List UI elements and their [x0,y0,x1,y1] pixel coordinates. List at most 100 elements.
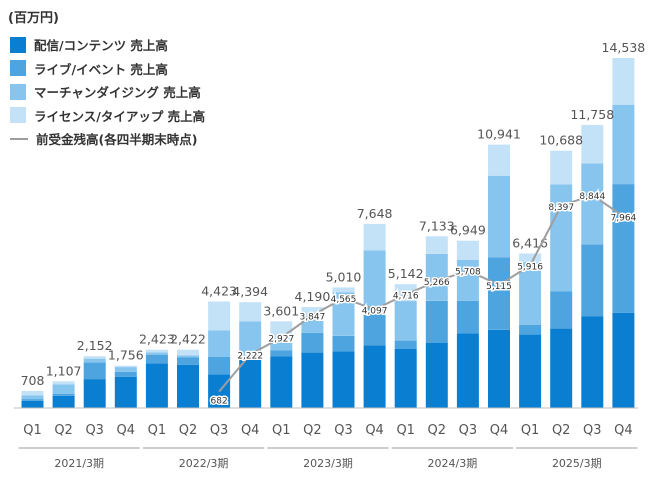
bar-segment-s0-8 [270,356,293,408]
bar-segment-s0-4 [145,363,168,408]
total-label-12: 5,142 [388,266,424,281]
fiscal-year-label-3: 2024/3期 [428,457,478,470]
bar-segment-s2-5 [177,355,199,358]
bar-segment-s1-10 [332,335,355,352]
bar-segment-s0-14 [456,333,479,408]
bar-segment-s3-14 [456,240,479,260]
total-label-4: 2,423 [139,332,175,347]
bar-segment-s3-15 [488,144,510,176]
bar-segment-s0-5 [177,364,199,408]
line-label-0: 682 [211,397,228,407]
total-label-6: 4,423 [201,284,237,299]
bar-segment-s3-16 [519,253,542,262]
legend-label-advance-balance: 前受金残高(各四半期末時点) [36,132,198,148]
bar-segment-s0-9 [301,352,324,408]
line-label-7: 5,266 [424,278,450,288]
bar-segment-s1-11 [363,308,386,346]
bar-segment-s1-17 [550,291,573,329]
total-label-2: 2,152 [77,338,113,353]
line-label-13: 7,964 [611,213,637,223]
line-label-5: 4,097 [362,306,388,316]
total-label-15: 10,941 [477,127,521,142]
total-label-11: 7,648 [357,206,393,221]
legend-swatch-license [10,107,26,124]
line-label-8: 5,708 [455,268,481,278]
bar-segment-s2-16 [519,262,542,325]
bar-segment-s1-19 [612,184,635,313]
bar-segment-s1-15 [488,257,510,330]
bar-segment-s2-13 [425,253,448,301]
legend-item-distribution: 配信/コンテンツ 売上高 [10,33,205,57]
bar-segment-s2-1 [52,384,75,394]
bar-segment-s0-0 [21,400,44,408]
quarter-label-12: Q1 [396,423,415,438]
bar-segment-s2-17 [550,184,573,292]
fiscal-year-label-1: 2022/3期 [179,457,229,470]
bar-segment-s3-1 [52,381,75,385]
legend-label-merchandising: マーチャンダイジング 売上高 [34,85,201,101]
bar-segment-s3-17 [550,150,573,185]
line-label-1: 2,222 [237,352,263,362]
bar-segment-s0-10 [332,351,355,408]
quarter-label-16: Q1 [521,423,540,438]
quarter-label-7: Q4 [241,423,260,438]
quarter-label-6: Q3 [210,423,229,438]
bar-segment-s3-6 [208,301,231,331]
bar-segment-s0-7 [239,358,262,408]
bar-segment-s1-12 [394,340,417,349]
quarter-label-5: Q2 [179,423,198,438]
bar-segment-s3-11 [363,223,386,251]
bar-segment-s0-17 [550,328,573,408]
quarter-label-17: Q2 [552,423,571,438]
bar-segment-s2-3 [114,367,137,372]
total-label-8: 3,601 [263,303,299,318]
bar-segment-s2-2 [83,358,106,363]
unit-label: (百万円) [8,11,59,26]
total-label-14: 6,949 [450,223,486,238]
total-label-1: 1,107 [46,363,82,378]
bar-segment-s2-15 [488,175,510,258]
legend: 配信/コンテンツ 売上高 ライブ/イベント 売上高 マーチャンダイジング 売上高… [10,33,205,151]
bar-segment-s2-11 [363,250,386,309]
line-label-12: 8,844 [579,192,605,202]
bar-segment-s2-6 [208,330,231,357]
bar-segment-s1-3 [114,371,137,377]
total-label-10: 5,010 [326,269,362,284]
total-label-3: 1,756 [108,348,144,363]
fiscal-year-label-0: 2021/3期 [54,457,104,470]
total-label-17: 10,688 [539,133,583,148]
legend-item-advance-balance: 前受金残高(各四半期末時点) [10,127,205,151]
bar-segment-s3-5 [177,349,199,356]
total-label-7: 4,394 [232,284,268,299]
total-label-5: 2,422 [170,332,206,347]
legend-swatch-advance-balance [10,137,28,140]
quarter-label-11: Q4 [365,423,384,438]
line-label-10: 5,916 [517,263,543,273]
bar-segment-s3-0 [21,391,44,396]
bar-segment-s0-12 [394,349,417,408]
fiscal-year-label-4: 2025/3期 [552,457,602,470]
legend-label-license: ライセンス/タイアップ 売上高 [34,108,206,124]
total-label-9: 4,190 [295,289,331,304]
bar-segment-s1-2 [83,362,106,380]
bar-segment-s1-1 [52,394,75,396]
bar-segment-s3-3 [114,365,137,367]
legend-swatch-distribution [10,36,26,53]
bar-segment-s0-3 [114,376,137,408]
line-label-11: 8,397 [548,203,574,213]
bar-segment-s2-10 [332,292,355,336]
bar-segment-s1-5 [177,357,199,365]
bar-segment-s2-12 [394,301,417,341]
bar-segment-s2-7 [239,321,262,359]
bar-segment-s1-14 [456,300,479,334]
bar-segment-s0-11 [363,345,386,408]
total-label-0: 708 [21,373,45,388]
bar-segment-s3-2 [83,356,106,359]
legend-swatch-live [10,60,26,77]
bar-segment-s0-19 [612,312,635,408]
legend-item-live: ライブ/イベント 売上高 [10,57,205,81]
line-label-9: 5,115 [486,282,512,292]
bar-segment-s2-0 [21,395,44,400]
fiscal-year-label-2: 2023/3期 [303,457,353,470]
bar-segment-s1-0 [21,399,44,401]
